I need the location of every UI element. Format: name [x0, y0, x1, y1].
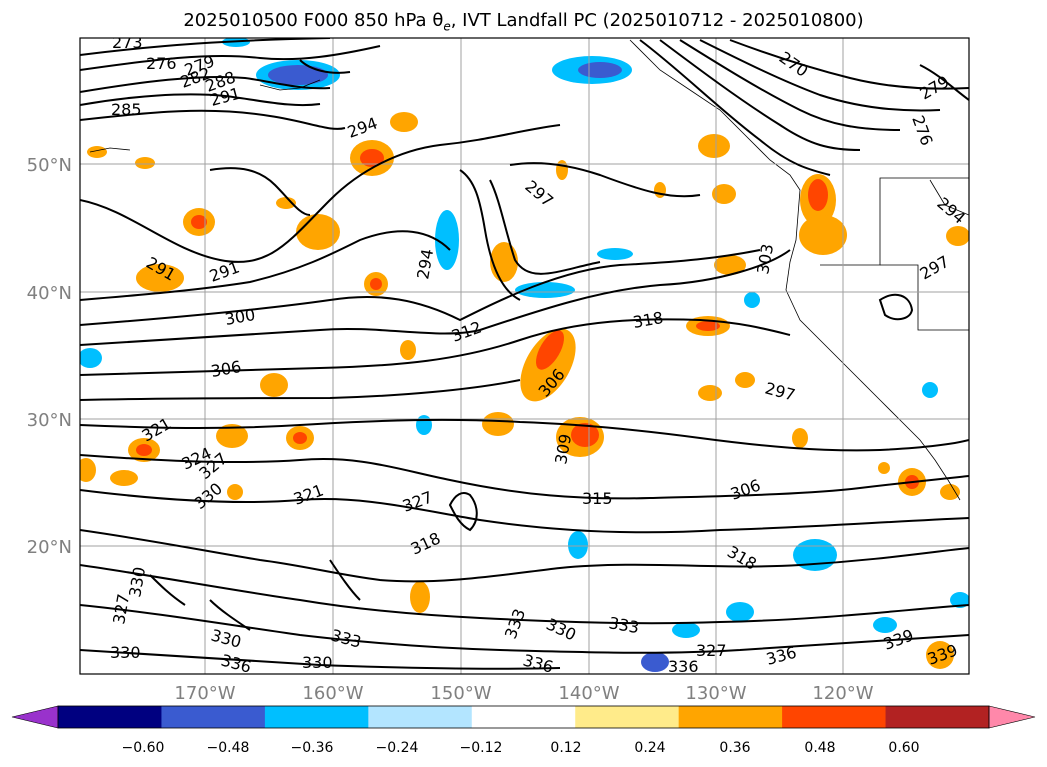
colorbar-tick: −0.48: [207, 740, 250, 756]
colorbar-cell: [885, 706, 990, 728]
theta-e-contours: [80, 38, 969, 670]
contour-label: 285: [111, 100, 142, 119]
colorbar-tick: −0.36: [291, 740, 334, 756]
colorbar-tick: −0.60: [122, 740, 165, 756]
colorbar: −0.60 −0.48 −0.36 −0.24 −0.12 0.12 0.24 …: [11, 705, 1036, 756]
colorbar-cell: [368, 706, 473, 728]
lat-label: 40°N: [27, 283, 72, 304]
colorbar-tick: 0.36: [719, 740, 750, 756]
lon-label: 140°W: [558, 683, 619, 704]
map-panel: 273 276 279 282 288 285 291 294 297 270 …: [80, 33, 969, 677]
contour-label: 327: [696, 641, 727, 660]
colorbar-tick: 0.12: [550, 740, 581, 756]
lon-label: 160°W: [302, 683, 363, 704]
coastlines: [89, 39, 969, 501]
contour-label: 330: [110, 643, 141, 662]
contour-label: 276: [146, 54, 177, 73]
map-frame: [79, 37, 970, 675]
colorbar-cell: [678, 706, 783, 728]
lat-label: 20°N: [27, 537, 72, 558]
colorbar-tick: 0.48: [804, 740, 835, 756]
lat-label: 50°N: [27, 155, 72, 176]
latitude-labels: 50°N 40°N 30°N 20°N: [27, 155, 72, 558]
colorbar-cell: [264, 706, 369, 728]
map-title: 2025010500 F000 850 hPa θe, IVT Landfall…: [183, 10, 864, 34]
colorbar-tick: −0.24: [376, 740, 419, 756]
contour-label: 273: [112, 33, 143, 52]
lon-label: 130°W: [685, 683, 746, 704]
colorbar-frame: [57, 705, 990, 729]
contour-label: 336: [219, 651, 253, 677]
colorbar-extend-max: [988, 705, 1036, 729]
colorbar-tick: 0.60: [888, 740, 919, 756]
colorbar-cell: [161, 706, 266, 728]
contour-label: 315: [582, 489, 613, 508]
contour-label: 330: [302, 653, 333, 672]
longitude-labels: 170°W 160°W 150°W 140°W 130°W 120°W: [174, 683, 873, 704]
colorbar-tick: 0.24: [634, 740, 665, 756]
lon-label: 150°W: [430, 683, 491, 704]
colorbar-cell: [58, 706, 162, 728]
contour-label: 336: [668, 657, 699, 676]
colorbar-cell: [575, 706, 680, 728]
colorbar-extend-min: [11, 705, 59, 729]
lat-label: 30°N: [27, 410, 72, 431]
colorbar-tick: −0.12: [460, 740, 503, 756]
lon-label: 120°W: [812, 683, 873, 704]
colorbar-ticks: −0.60 −0.48 −0.36 −0.24 −0.12 0.12 0.24 …: [122, 740, 920, 756]
lon-label: 170°W: [174, 683, 235, 704]
colorbar-cell: [471, 706, 576, 728]
contour-label: 336: [521, 651, 555, 677]
colorbar-cell: [782, 706, 887, 728]
